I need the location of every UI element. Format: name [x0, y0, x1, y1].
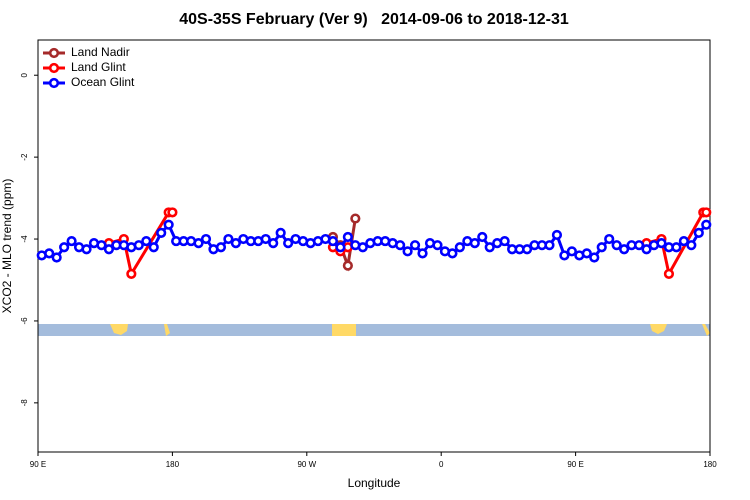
point	[447, 248, 458, 259]
point	[611, 240, 622, 251]
point	[521, 244, 533, 255]
legend-marker	[48, 47, 60, 59]
point	[342, 260, 353, 271]
point	[633, 240, 645, 251]
x-tick-label: 180	[166, 460, 180, 469]
point	[167, 207, 178, 218]
point	[656, 238, 667, 249]
point	[469, 238, 480, 249]
point	[156, 227, 167, 238]
y-tick-label: -8	[20, 399, 29, 407]
point	[581, 248, 592, 259]
point	[327, 235, 339, 247]
point	[133, 240, 144, 251]
point	[701, 207, 712, 218]
point	[163, 219, 174, 230]
legend-marker	[48, 77, 60, 89]
point	[596, 242, 607, 253]
y-axis-label: XCO2 - MLO trend (ppm)	[0, 179, 14, 314]
point	[96, 240, 107, 251]
point	[51, 252, 62, 263]
land-mask	[38, 324, 710, 336]
point	[223, 233, 234, 245]
x-tick-label: 90 E	[567, 460, 583, 469]
point	[454, 242, 465, 253]
point	[200, 233, 212, 245]
x-axis-label: Longitude	[348, 476, 401, 490]
point	[215, 242, 227, 253]
point	[663, 268, 675, 279]
land-blob	[650, 324, 667, 334]
point	[566, 246, 577, 257]
ocean-strip	[38, 324, 710, 336]
point	[275, 227, 286, 238]
point	[268, 238, 279, 249]
point	[417, 248, 428, 259]
point	[44, 248, 55, 259]
legend-text: Ocean Glint	[71, 75, 135, 89]
point	[260, 233, 271, 245]
point	[544, 240, 555, 251]
legend-text: Land Nadir	[71, 45, 130, 59]
point	[283, 238, 294, 249]
land-blob	[110, 324, 128, 335]
legend-text: Land Glint	[71, 60, 126, 74]
point	[395, 240, 406, 251]
point	[589, 252, 600, 263]
point	[499, 235, 510, 247]
point	[148, 242, 159, 253]
point	[641, 244, 652, 255]
point	[59, 242, 70, 253]
point	[619, 244, 630, 255]
land-blob	[702, 324, 710, 336]
point	[402, 246, 413, 257]
y-tick-label: -6	[20, 317, 29, 325]
y-tick-label: 0	[20, 72, 29, 77]
point	[551, 229, 563, 241]
point	[686, 240, 697, 251]
point	[701, 219, 712, 230]
plot-frame	[37, 39, 711, 453]
point	[432, 240, 443, 251]
y-tick-label: -2	[20, 153, 29, 161]
land-blob	[332, 324, 356, 336]
point	[484, 242, 495, 253]
x-tick-label: 0	[439, 460, 444, 469]
chart-title: 40S-35S February (Ver 9) 2014-09-06 to 2…	[179, 11, 569, 28]
point	[103, 244, 115, 255]
x-tick-label: 180	[703, 460, 717, 469]
point	[678, 235, 689, 247]
point	[66, 235, 77, 247]
point	[335, 242, 346, 253]
point	[604, 233, 615, 245]
point	[671, 242, 682, 253]
point	[409, 240, 421, 251]
y-tick-label: -4	[20, 235, 29, 243]
point	[559, 250, 570, 261]
point	[126, 268, 137, 279]
point	[193, 238, 204, 249]
legend-marker	[48, 62, 60, 74]
point	[342, 231, 353, 243]
point	[141, 235, 152, 247]
x-tick-label: 90 W	[297, 460, 316, 469]
point	[81, 244, 92, 255]
point	[350, 213, 361, 224]
point	[477, 231, 488, 243]
point	[230, 238, 241, 249]
x-tick-label: 90 E	[30, 460, 46, 469]
point	[693, 227, 704, 238]
point	[357, 242, 368, 253]
land-blob	[164, 324, 170, 336]
